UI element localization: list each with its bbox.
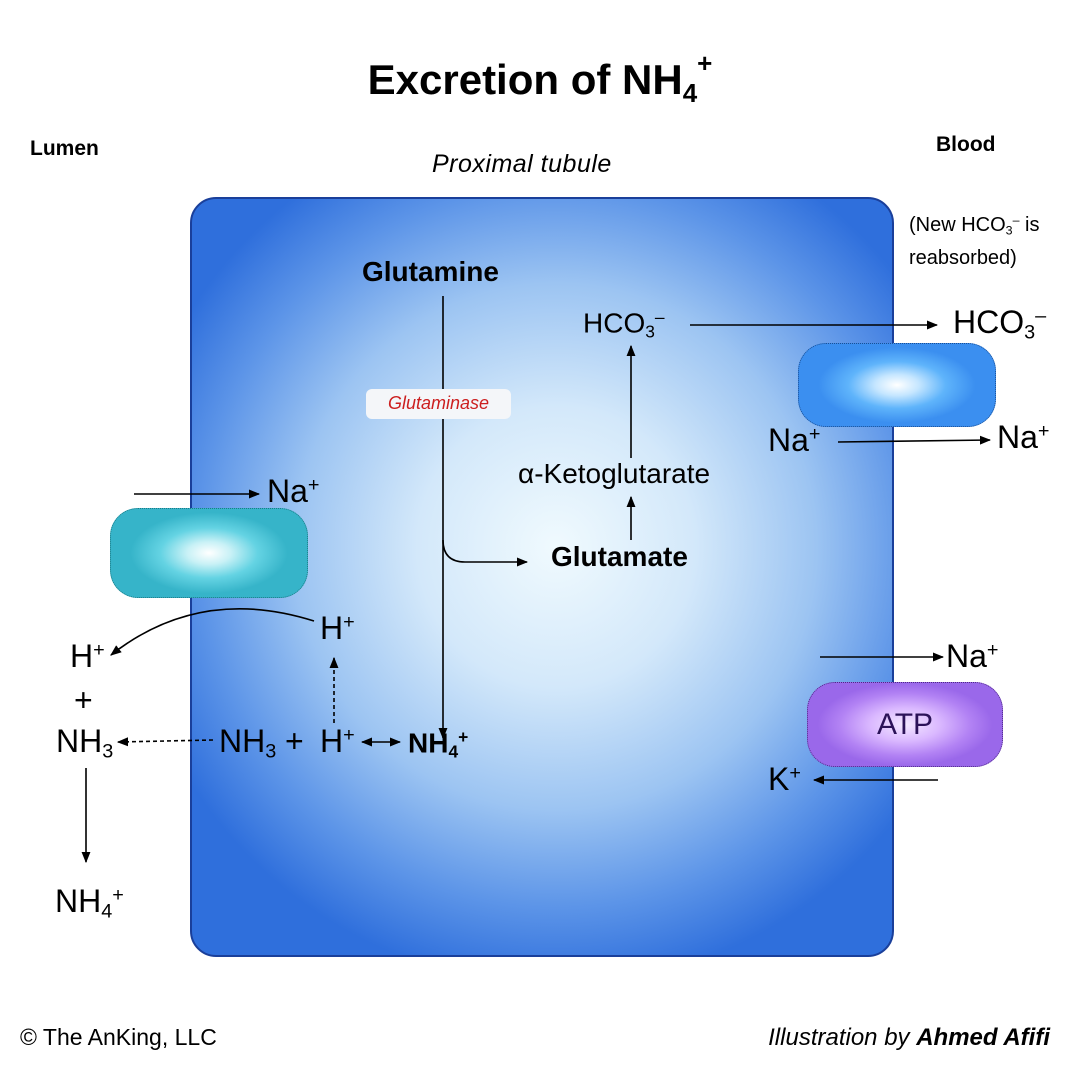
blood-note: (New HCO3– is reabsorbed)	[909, 213, 1040, 270]
hco3-blood-label: HCO3–	[953, 304, 1047, 344]
na-pump-label: Na+	[946, 638, 999, 674]
illustration-credit: Illustration by Ahmed Afifi	[768, 1024, 1050, 1051]
arrow-h-to-lumen	[110, 607, 315, 656]
na-k-atpase: ATP	[807, 682, 1003, 767]
blood-label: Blood	[936, 133, 996, 156]
h-lumen-label: H+	[70, 638, 105, 674]
nh4-cell-label: NH4+	[408, 727, 469, 762]
alpha-ketoglutarate-label: α-Ketoglutarate	[518, 458, 711, 489]
plus-lumen: +	[74, 682, 93, 718]
plus-cell: +	[285, 723, 304, 759]
arrow-nh3-to-lumen	[116, 737, 214, 747]
lumen-label: Lumen	[30, 137, 99, 160]
na-hco3-cotransporter	[798, 343, 996, 427]
h-cell-2-label: H+	[320, 723, 355, 759]
arrow-na-to-blood	[837, 435, 992, 445]
nh3-cell-label: NH3	[219, 723, 277, 763]
h-cell-label: H+	[320, 610, 355, 646]
atp-label: ATP	[876, 707, 934, 741]
na-blood-label: Na+	[997, 419, 1050, 455]
arrow-to-glutamate	[442, 539, 529, 567]
glutamate-label: Glutamate	[551, 541, 688, 572]
nh4-lumen-label: NH4+	[55, 883, 124, 923]
proximal-tubule-cell	[190, 197, 894, 957]
proximal-tubule-label: Proximal tubule	[432, 150, 612, 178]
glutaminase-box	[366, 389, 511, 419]
glutaminase-label: Glutaminase	[387, 393, 490, 413]
hco3-cell-label: HCO3–	[583, 307, 665, 342]
glutamine-label: Glutamine	[362, 256, 499, 287]
k-pump-label: K+	[768, 761, 801, 797]
na-h-exchanger	[110, 508, 308, 598]
na-lumen-label: Na+	[267, 473, 320, 509]
na-cell-basolateral: Na+	[768, 422, 821, 458]
page-title: Excretion of NH4+	[367, 48, 713, 108]
nh3-lumen-label: NH3	[56, 723, 114, 763]
copyright: © The AnKing, LLC	[20, 1024, 217, 1050]
